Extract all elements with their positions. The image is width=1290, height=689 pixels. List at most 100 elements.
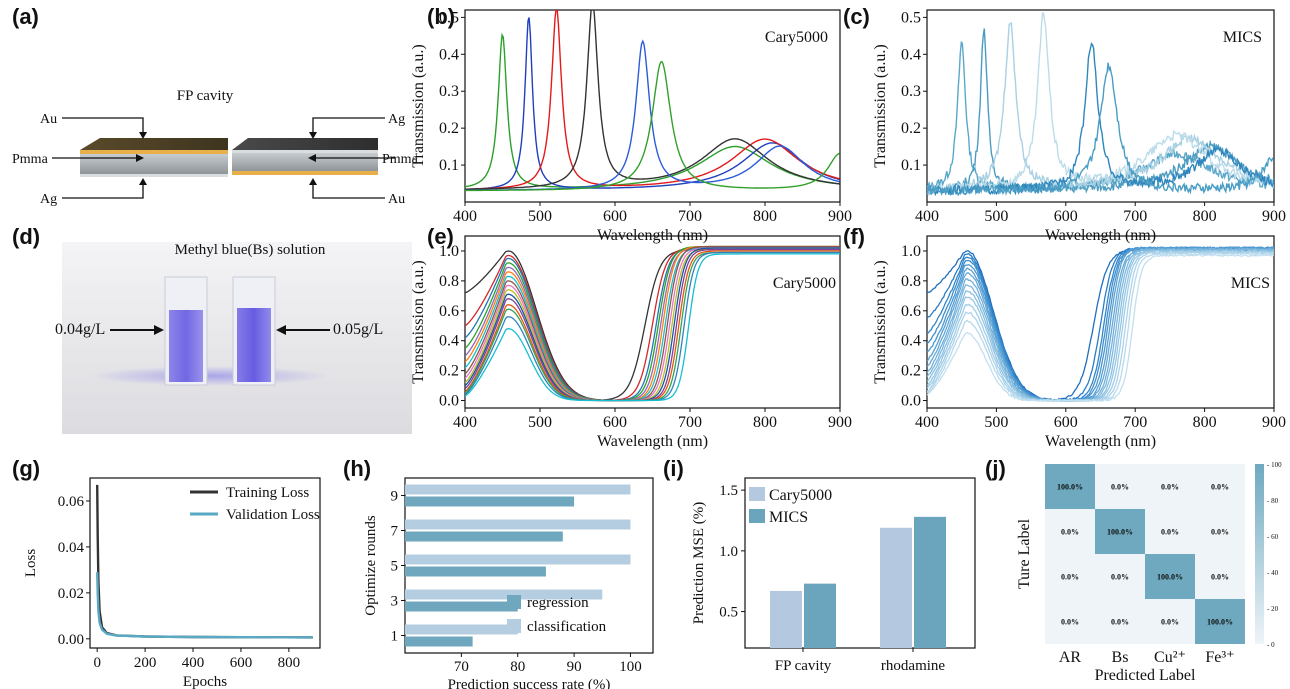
right-slab-top-ag — [232, 138, 378, 150]
y-axis-label: Ture Label — [1016, 518, 1033, 589]
heatmap-cell-label: 0.0% — [1111, 618, 1129, 627]
x-tick-label: AR — [1059, 649, 1082, 666]
heatmap-cell — [1195, 554, 1245, 599]
y-tick-label: 1.0 — [719, 544, 738, 560]
x-tick-label: 400 — [915, 208, 939, 225]
y-tick-label: 0.0 — [901, 393, 921, 410]
au-left-arrow — [62, 117, 144, 136]
legend-swatch — [749, 487, 765, 501]
chart-c: 400 500 600 700 800 9000.10.20.30.40.5Wavelen… — [872, 9, 1286, 244]
methyl-blue-illustration: Methyl blue(Bs) solution 0.04g/L 0.05g/L — [55, 242, 412, 434]
y-tick-label: 0.5 — [901, 9, 921, 26]
y-tick-label: 1.5 — [719, 483, 738, 499]
bar-classification-9 — [405, 484, 631, 495]
heatmap-cell-label: 100.0% — [1057, 483, 1083, 492]
x-tick-label: 500 — [984, 414, 1008, 431]
chart-f: 400 500 600 700 800 900 0.0 0.2 0.4 0.6 0.8 1.0 Wave… — [872, 235, 1286, 450]
ag-right-arrow — [312, 117, 385, 136]
left-slab-ag-layer — [80, 174, 228, 177]
cuvette-left-solution — [169, 310, 203, 382]
left-slab-top-au — [80, 138, 228, 150]
bar-classification-7 — [405, 519, 631, 530]
heatmap-cell-label: 0.0% — [1161, 618, 1179, 627]
fp-cavity-illustration: FP cavity Au Pmma Ag Ag Pmma Au — [12, 88, 419, 207]
x-axis-label: Epochs — [183, 674, 227, 689]
heatmap-cell — [1095, 464, 1145, 509]
chart-annotation: Cary5000 — [773, 275, 836, 292]
y-tick-label: 0.4 — [901, 46, 921, 63]
x-tick-label: 800 — [753, 414, 777, 431]
y-tick-label: 0.4 — [439, 46, 459, 63]
y-tick-label: 0.4 — [901, 333, 921, 350]
right-slab-ag-layer — [232, 150, 378, 153]
heatmap-cell — [1045, 554, 1095, 599]
x-tick-label: 600 — [1054, 208, 1078, 225]
legend-label: classification — [527, 619, 607, 635]
x-tick-label: FP cavity — [775, 658, 832, 674]
x-axis-label: Wavelength (nm) — [1045, 433, 1156, 450]
y-tick-label: 0.8 — [901, 273, 921, 290]
x-tick-label: 600 — [603, 414, 627, 431]
panel-label-e: (e) — [427, 224, 454, 249]
series-line-11 — [927, 249, 1274, 403]
solution-title: Methyl blue(Bs) solution — [175, 242, 326, 258]
x-tick-label: 400 — [453, 414, 477, 431]
heatmap-cell — [1195, 509, 1245, 554]
panel-label-c: (c) — [843, 4, 870, 29]
y-tick-label: 0.3 — [901, 83, 921, 100]
left-slab-au-layer — [80, 150, 228, 154]
bar-regression-1 — [405, 636, 473, 647]
heatmap-cell — [1195, 599, 1245, 644]
chart-annotation: Cary5000 — [765, 29, 828, 46]
x-tick-label: 800 — [1193, 414, 1217, 431]
heatmap-cell — [1045, 509, 1095, 554]
series-line-6 — [927, 62, 1274, 197]
heatmap-cell-label: 100.0% — [1157, 573, 1183, 582]
legend-label: Training Loss — [226, 485, 309, 501]
x-tick-label: rhodamine — [881, 658, 945, 674]
plot-frame-c — [926, 9, 1275, 203]
x-tick-label: 400 — [915, 414, 939, 431]
panel-label-h: (h) — [343, 456, 372, 481]
y-tick-label: 1.0 — [439, 243, 459, 260]
y-tick-label: 5 — [391, 559, 399, 575]
chart-j-grid: 100.0% 0.0% 0.0% 0.0% 0.0% 100.0% 0.0% 0.0% 0.0%… — [1016, 461, 1282, 684]
x-axis-label: Prediction success rate (%) — [448, 677, 611, 689]
series-line-15 — [927, 253, 1274, 403]
legend-swatch — [507, 595, 521, 609]
x-tick-label: 200 — [134, 655, 157, 671]
label-pmma-right: Pmma — [382, 152, 419, 167]
y-tick-label: 0.1 — [901, 157, 921, 174]
plot-frame-e — [464, 235, 841, 409]
y-tick-label: 0.5 — [439, 9, 459, 26]
label-au-left: Au — [40, 112, 57, 127]
label-ag-left: Ag — [40, 192, 57, 207]
fp-cavity-title: FP cavity — [177, 88, 234, 104]
bar-regression-9 — [405, 496, 575, 507]
colorbar-tick-label: - 20 — [1267, 605, 1279, 613]
x-tick-label: 0 — [93, 655, 101, 671]
heatmap-cell-label: 0.0% — [1061, 573, 1079, 582]
chart-h: 1 3 5 7 9 70 80 90 100 Prediction success rate (%… — [363, 477, 654, 689]
au-right-arrow — [312, 181, 385, 199]
bar-mics-0 — [804, 583, 836, 648]
y-tick-label: 1 — [391, 629, 399, 645]
y-tick-label: 0.00 — [58, 632, 84, 648]
x-tick-label: 100 — [619, 659, 642, 675]
y-tick-label: 0.04 — [58, 540, 85, 556]
heatmap-cell-label: 0.0% — [1111, 483, 1129, 492]
heatmap-cell-label: 0.0% — [1111, 573, 1129, 582]
x-tick-label: 80 — [510, 659, 525, 675]
y-tick-label: 0.6 — [901, 303, 921, 320]
legend-label: Validation Loss — [226, 507, 320, 523]
panel-label-g: (g) — [12, 456, 41, 481]
heatmap-cell — [1195, 464, 1245, 509]
heatmap-cell-label: 0.0% — [1161, 528, 1179, 537]
x-tick-label: Fe³⁺ — [1205, 649, 1234, 666]
y-axis-label: Transmission (a.u.) — [872, 260, 889, 383]
heatmap-cell — [1095, 599, 1145, 644]
x-tick-label: 900 — [1262, 208, 1286, 225]
y-tick-label: 0.4 — [439, 333, 459, 350]
cuvette-right-solution — [237, 308, 271, 382]
bar-mics-1 — [914, 516, 946, 648]
